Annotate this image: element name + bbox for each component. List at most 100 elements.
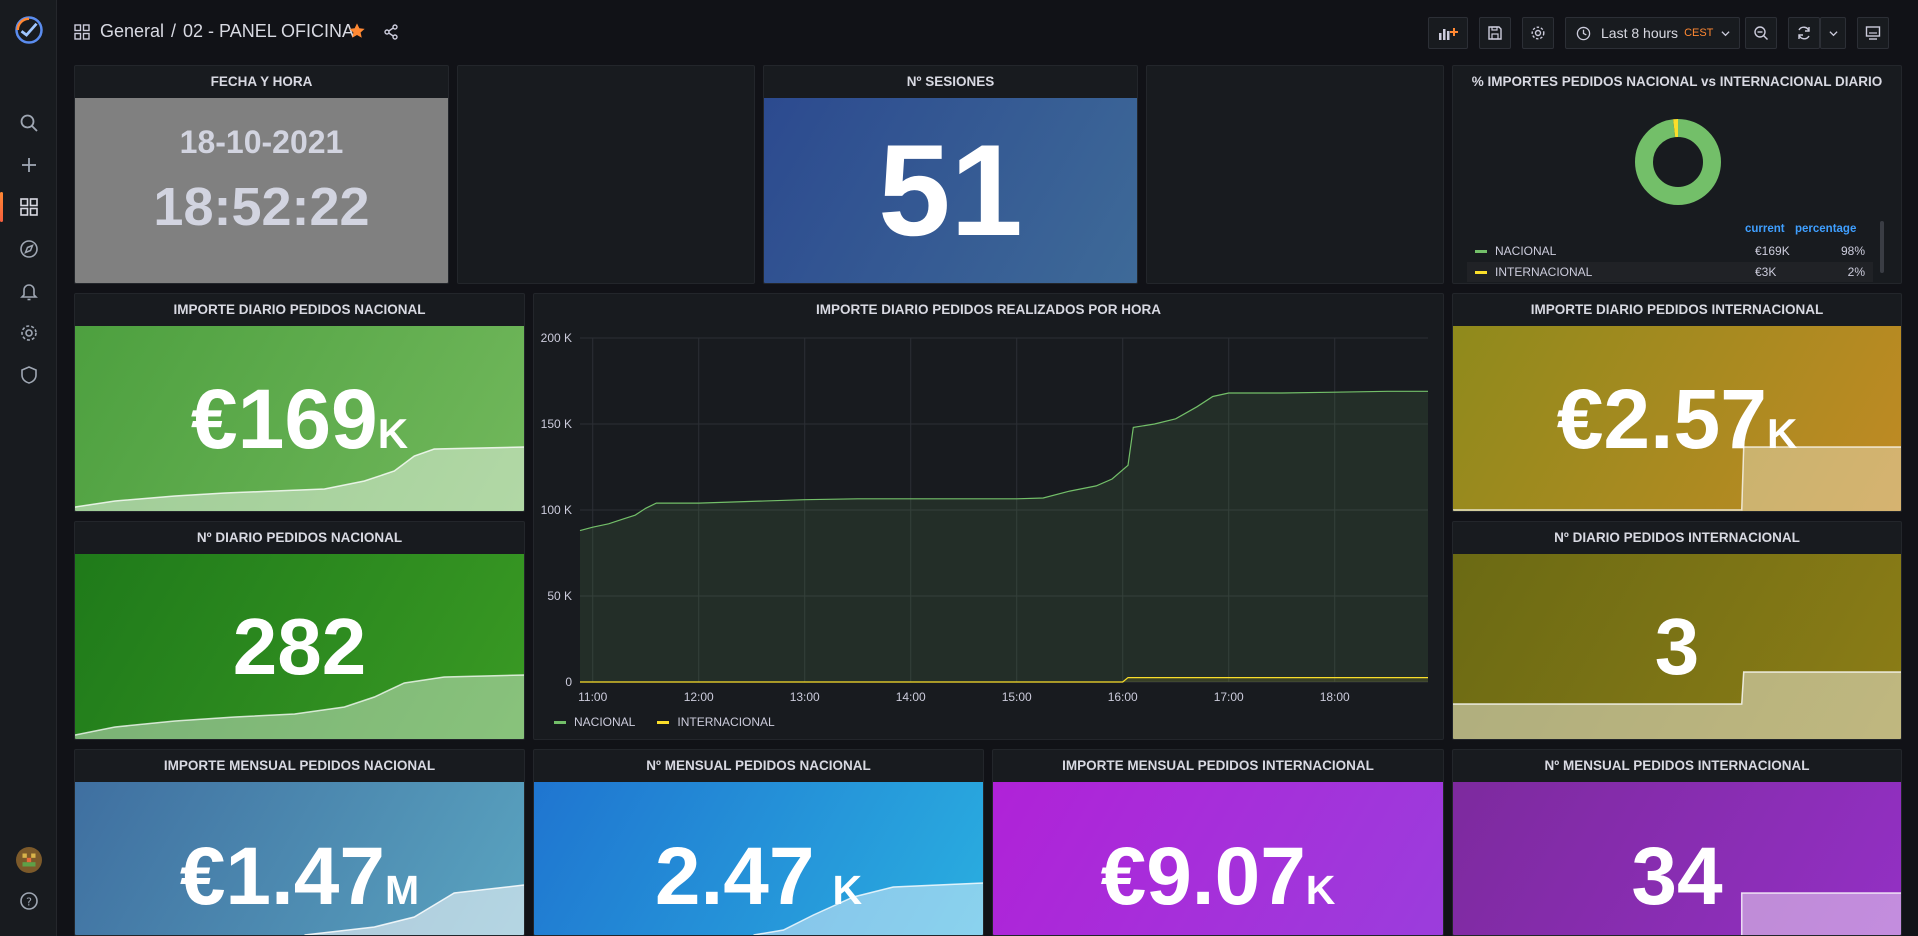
svg-text:?: ? (26, 896, 32, 909)
legend-swatch-internacional (657, 720, 670, 724)
legend-series-nacional[interactable]: NACIONAL (574, 715, 636, 729)
panel-importe-por-hora[interactable]: IMPORTE DIARIO PEDIDOS REALIZADOS POR HO… (533, 293, 1444, 740)
cycle-view-mode-button[interactable] (1857, 17, 1889, 49)
clock-icon (1576, 26, 1591, 40)
refresh-button[interactable] (1788, 17, 1820, 49)
y-tick-label: 100 K (541, 503, 572, 517)
panel-importe-diario-internacional[interactable]: IMPORTE DIARIO PEDIDOS INTERNACIONAL €2.… (1452, 293, 1902, 512)
x-tick-label: 17:00 (1214, 690, 1244, 704)
sessions-value: 51 (878, 117, 1023, 263)
panel-title: IMPORTE DIARIO PEDIDOS NACIONAL (173, 302, 426, 317)
pie-slice-internacional[interactable] (1635, 119, 1721, 205)
panel-num-sesiones[interactable]: Nº SESIONES 51 (763, 65, 1138, 284)
panel-num-mensual-internacional[interactable]: Nº MENSUAL PEDIDOS INTERNACIONAL 34 (1452, 749, 1902, 936)
pie-slice-nacional[interactable] (1635, 119, 1721, 205)
legend-series-internacional[interactable]: INTERNACIONAL (677, 715, 775, 729)
x-tick-label: 11:00 (578, 690, 607, 704)
x-tick-label: 15:00 (1002, 690, 1032, 704)
time-picker-button[interactable]: Last 8 hours CEST (1565, 17, 1740, 49)
timezone-label: CEST (1684, 27, 1714, 39)
add-panel-button[interactable] (1428, 17, 1468, 49)
dashboards-icon[interactable] (0, 190, 57, 224)
legend-percentage: 2% (1847, 265, 1865, 279)
series-line-nacional (579, 390, 1428, 532)
legend-swatch-nacional (554, 720, 566, 724)
panel-title: Nº MENSUAL PEDIDOS NACIONAL (646, 758, 871, 773)
plus-icon[interactable] (0, 148, 57, 182)
value-importe-diario-nacional: €169K (190, 372, 409, 466)
zoom-out-button[interactable] (1745, 17, 1777, 49)
shield-icon[interactable] (0, 358, 57, 392)
panel-title: Nº SESIONES (906, 74, 995, 89)
x-tick-label: 12:00 (684, 690, 714, 704)
sparkline (1453, 446, 1901, 511)
dashboard-settings-button[interactable] (1522, 17, 1554, 49)
breadcrumb-dashboard-title[interactable]: 02 - PANEL OFICINA (183, 21, 355, 41)
sparkline (534, 882, 983, 935)
pie-legend-row-nacional[interactable]: NACIONAL €169K 98% (1467, 241, 1873, 261)
sparkline (75, 884, 524, 935)
breadcrumb-separator: / (171, 21, 177, 41)
panel-empty-1 (457, 65, 755, 284)
grafana-logo-icon[interactable] (0, 12, 57, 48)
value-num-mensual-internacional: 34 (1631, 831, 1723, 922)
x-tick-label: 14:00 (896, 690, 926, 704)
gear-icon (1531, 26, 1545, 40)
legend-current: €169K (1755, 244, 1790, 258)
add-panel-icon (1439, 28, 1458, 40)
hourly-area-chart[interactable]: 0 50 K 100 K 150 K 200 K 11:00 12:00 13:00 14:00… (534, 326, 1444, 706)
refresh-interval-dropdown[interactable] (1820, 17, 1846, 49)
save-dashboard-button[interactable] (1479, 17, 1511, 49)
pie-legend-row-internacional[interactable]: INTERNACIONAL €3K 2% (1467, 262, 1873, 282)
explore-icon[interactable] (0, 232, 57, 266)
value-num-diario-nacional: 282 (232, 602, 367, 691)
panel-title: % IMPORTES PEDIDOS NACIONAL vs INTERNACI… (1471, 74, 1883, 89)
panel-fecha-hora[interactable]: FECHA Y HORA 18-10-2021 18:52:22 (74, 65, 449, 284)
panel-title: IMPORTE DIARIO PEDIDOS INTERNACIONAL (1530, 302, 1824, 317)
x-tick-label: 13:00 (790, 690, 820, 704)
panel-title: IMPORTE MENSUAL PEDIDOS INTERNACIONAL (1062, 758, 1374, 773)
panel-num-diario-internacional[interactable]: Nº DIARIO PEDIDOS INTERNACIONAL 3 (1452, 521, 1902, 740)
legend-col-percentage[interactable]: percentage (1795, 223, 1857, 235)
refresh-icon (1798, 26, 1810, 40)
gear-icon[interactable] (0, 316, 57, 350)
chart-legend: NACIONAL INTERNACIONAL (554, 715, 775, 729)
panel-num-diario-nacional[interactable]: Nº DIARIO PEDIDOS NACIONAL 282 (74, 521, 525, 740)
save-icon (1488, 26, 1502, 40)
panel-importe-mensual-nacional[interactable]: IMPORTE MENSUAL PEDIDOS NACIONAL €1.47M (74, 749, 525, 936)
series-area-nacional (580, 391, 1428, 682)
panel-pie-nacional-internacional[interactable]: % IMPORTES PEDIDOS NACIONAL vs INTERNACI… (1452, 65, 1902, 284)
legend-swatch-internacional (1475, 270, 1487, 274)
zoom-out-icon (1754, 26, 1768, 40)
legend-scrollbar[interactable] (1880, 221, 1884, 273)
sidebar: ? (0, 0, 57, 936)
clock-date: 18-10-2021 (179, 124, 344, 160)
panel-importe-diario-nacional[interactable]: IMPORTE DIARIO PEDIDOS NACIONAL €169K (74, 293, 525, 512)
alert-bell-icon[interactable] (0, 274, 57, 308)
legend-name: INTERNACIONAL (1495, 265, 1593, 279)
value-importe-mensual-internacional: €9.07K (1100, 831, 1336, 922)
sparkline (1740, 892, 1901, 935)
y-tick-label: 0 (565, 675, 572, 689)
legend-swatch-nacional (1475, 249, 1487, 253)
y-tick-label: 200 K (541, 331, 572, 345)
help-icon[interactable]: ? (0, 884, 57, 918)
legend-col-current[interactable]: current (1745, 223, 1785, 235)
panel-num-mensual-nacional[interactable]: Nº MENSUAL PEDIDOS NACIONAL 2.47 K (533, 749, 984, 936)
share-icon[interactable] (383, 24, 399, 45)
star-icon[interactable] (348, 22, 366, 45)
series-line-internacional (580, 677, 1428, 683)
panel-title: Nº DIARIO PEDIDOS INTERNACIONAL (1554, 530, 1800, 545)
panel-title: Nº DIARIO PEDIDOS NACIONAL (196, 530, 403, 545)
y-tick-label: 150 K (541, 417, 572, 431)
chevron-down-icon (1721, 30, 1730, 36)
breadcrumb-folder[interactable]: General (100, 21, 165, 41)
avatar[interactable] (0, 843, 57, 877)
panel-importe-mensual-internacional[interactable]: IMPORTE MENSUAL PEDIDOS INTERNACIONAL €9… (992, 749, 1444, 936)
value-num-diario-internacional: 3 (1654, 602, 1700, 691)
series-area-internacional (580, 677, 1428, 682)
dashboards-grid-icon (74, 24, 90, 45)
panel-empty-2 (1146, 65, 1444, 284)
search-icon[interactable] (0, 106, 57, 140)
legend-name: NACIONAL (1495, 244, 1557, 258)
